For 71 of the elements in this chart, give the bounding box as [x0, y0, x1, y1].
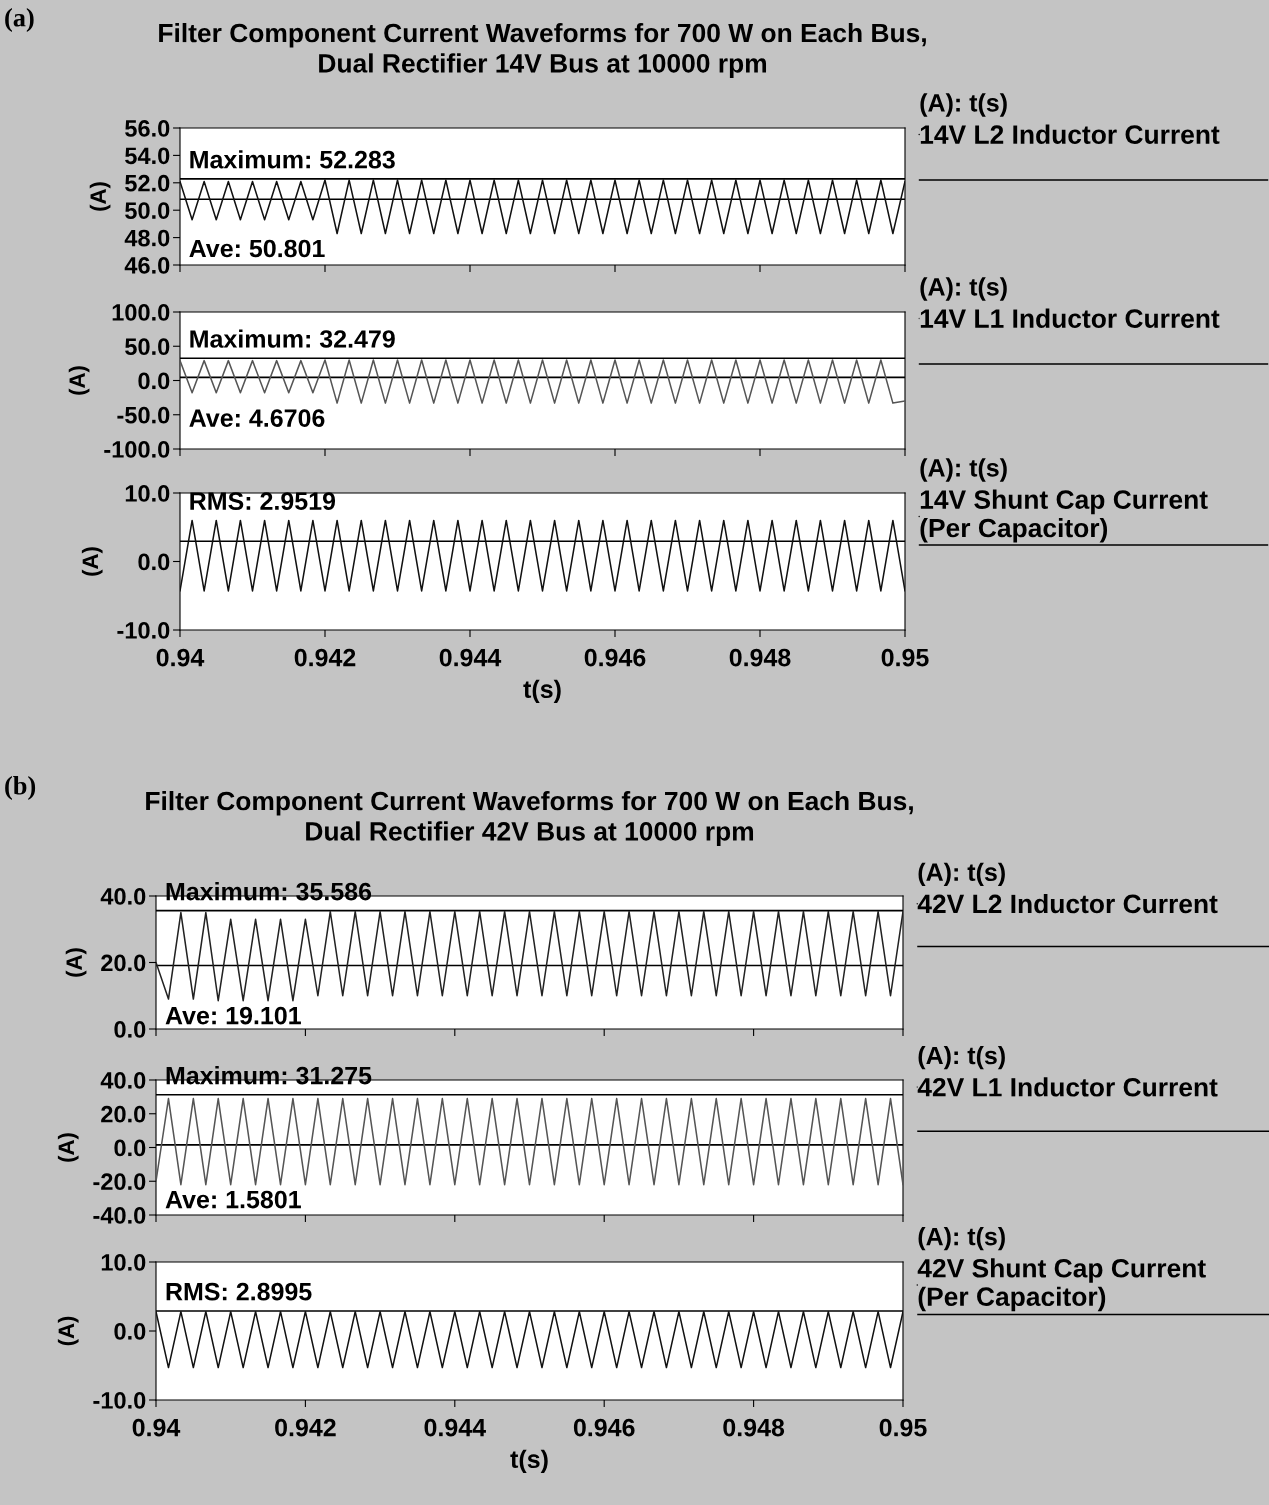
y-tick-label: 54.0: [125, 147, 170, 165]
legend-label: 42V Shunt Cap Current (Per Capacitor): [917, 1258, 1206, 1312]
y-tick-label: 10.0: [125, 485, 170, 502]
chart-title: Filter Component Current Waveforms for 700 W on Each Bus, Dual Rectifier 42V Bus at 10000 rpm: [146, 790, 913, 846]
x-tick-label: 0.948: [723, 1418, 785, 1437]
y-axis-title: (A): [65, 948, 87, 977]
y-axis-title: (A): [57, 1316, 79, 1346]
x-axis-title: t(s): [523, 679, 561, 703]
x-tick-label: 0.946: [573, 1418, 635, 1437]
y-tick-label: 48.0: [124, 229, 170, 247]
y-tick-label: 100.0: [112, 304, 170, 321]
x-tick-label: 0.942: [294, 648, 356, 667]
y-tick-label: 50.0: [125, 338, 170, 356]
legend-label: 42V L2 Inductor Current: [917, 893, 1218, 914]
y-tick-label: 0.0: [138, 553, 170, 571]
y-tick-label: 40.0: [100, 888, 146, 905]
legend-title: (A): t(s): [920, 458, 1007, 482]
ref-line-label: Maximum: 32.479: [190, 329, 395, 348]
ref-line-label: Ave: 1.5801: [165, 1190, 301, 1209]
x-tick-label: 0.948: [729, 648, 791, 667]
ref-line-label: Maximum: 35.586: [166, 882, 372, 901]
y-tick-label: -10.0: [93, 1392, 146, 1409]
chart-title: Filter Component Current Waveforms for 700 W on Each Bus, Dual Rectifier 14V Bus at 10000 rpm: [159, 22, 926, 78]
x-tick-label: 0.942: [275, 1418, 336, 1437]
legend-label: 14V L2 Inductor Current: [920, 124, 1220, 144]
y-tick-label: 0.0: [114, 1021, 146, 1038]
y-axis-title: (A): [81, 547, 103, 576]
legend-title: (A): t(s): [920, 93, 1007, 117]
legend-title: (A): t(s): [918, 862, 1005, 886]
x-tick-label: 0.944: [439, 648, 502, 667]
y-tick-label: 20.0: [101, 1105, 146, 1123]
y-tick-label: -50.0: [117, 406, 170, 424]
x-tick-label: 0.95: [881, 648, 929, 667]
legend-label: 14V Shunt Cap Current (Per Capacitor): [920, 489, 1208, 543]
y-tick-label: 0.0: [114, 1139, 146, 1157]
x-tick-label: 0.946: [584, 648, 646, 667]
x-tick-label: 0.944: [424, 1418, 486, 1437]
legend-title: (A): t(s): [918, 1046, 1005, 1070]
y-tick-label: 56.0: [125, 120, 170, 137]
y-tick-label: -20.0: [93, 1173, 146, 1191]
y-tick-label: 0.0: [138, 372, 170, 390]
ref-line-label: Ave: 50.801: [189, 239, 325, 258]
y-axis-title: (A): [68, 366, 90, 395]
y-tick-label: 46.0: [124, 257, 170, 274]
y-tick-label: 0.0: [114, 1323, 146, 1340]
x-tick-label: 0.94: [132, 1418, 181, 1437]
y-tick-label: -40.0: [93, 1207, 146, 1224]
ref-line-label: RMS: 2.8995: [166, 1282, 312, 1301]
y-tick-label: -10.0: [117, 622, 170, 639]
y-tick-label: -100.0: [104, 441, 170, 458]
text: (b): [5, 776, 36, 800]
y-tick-label: 40.0: [100, 1072, 146, 1089]
legend-label: 42V L1 Inductor Current: [917, 1077, 1218, 1097]
ref-line-label: Maximum: 31.275: [166, 1066, 372, 1085]
ref-line-label: Ave: 19.101: [165, 1006, 301, 1025]
y-tick-label: 20.0: [101, 954, 146, 972]
y-tick-label: 50.0: [125, 202, 170, 219]
x-tick-label: 0.95: [879, 1418, 927, 1437]
legend-title: (A): t(s): [918, 1227, 1005, 1251]
y-axis-title: (A): [57, 1133, 79, 1162]
ref-line-label: Ave: 4.6706: [189, 409, 325, 427]
y-axis-title: (A): [89, 182, 111, 211]
ref-line-label: RMS: 2.9519: [190, 492, 336, 510]
y-tick-label: 52.0: [125, 174, 170, 192]
legend-label: 14V L1 Inductor Current: [920, 308, 1220, 328]
text: (a): [5, 8, 34, 32]
ref-line-label: Maximum: 52.283: [190, 150, 395, 169]
y-tick-label: 10.0: [101, 1254, 146, 1271]
legend-title: (A): t(s): [920, 277, 1007, 301]
x-axis-title: t(s): [510, 1449, 548, 1473]
x-tick-label: 0.94: [156, 648, 205, 667]
